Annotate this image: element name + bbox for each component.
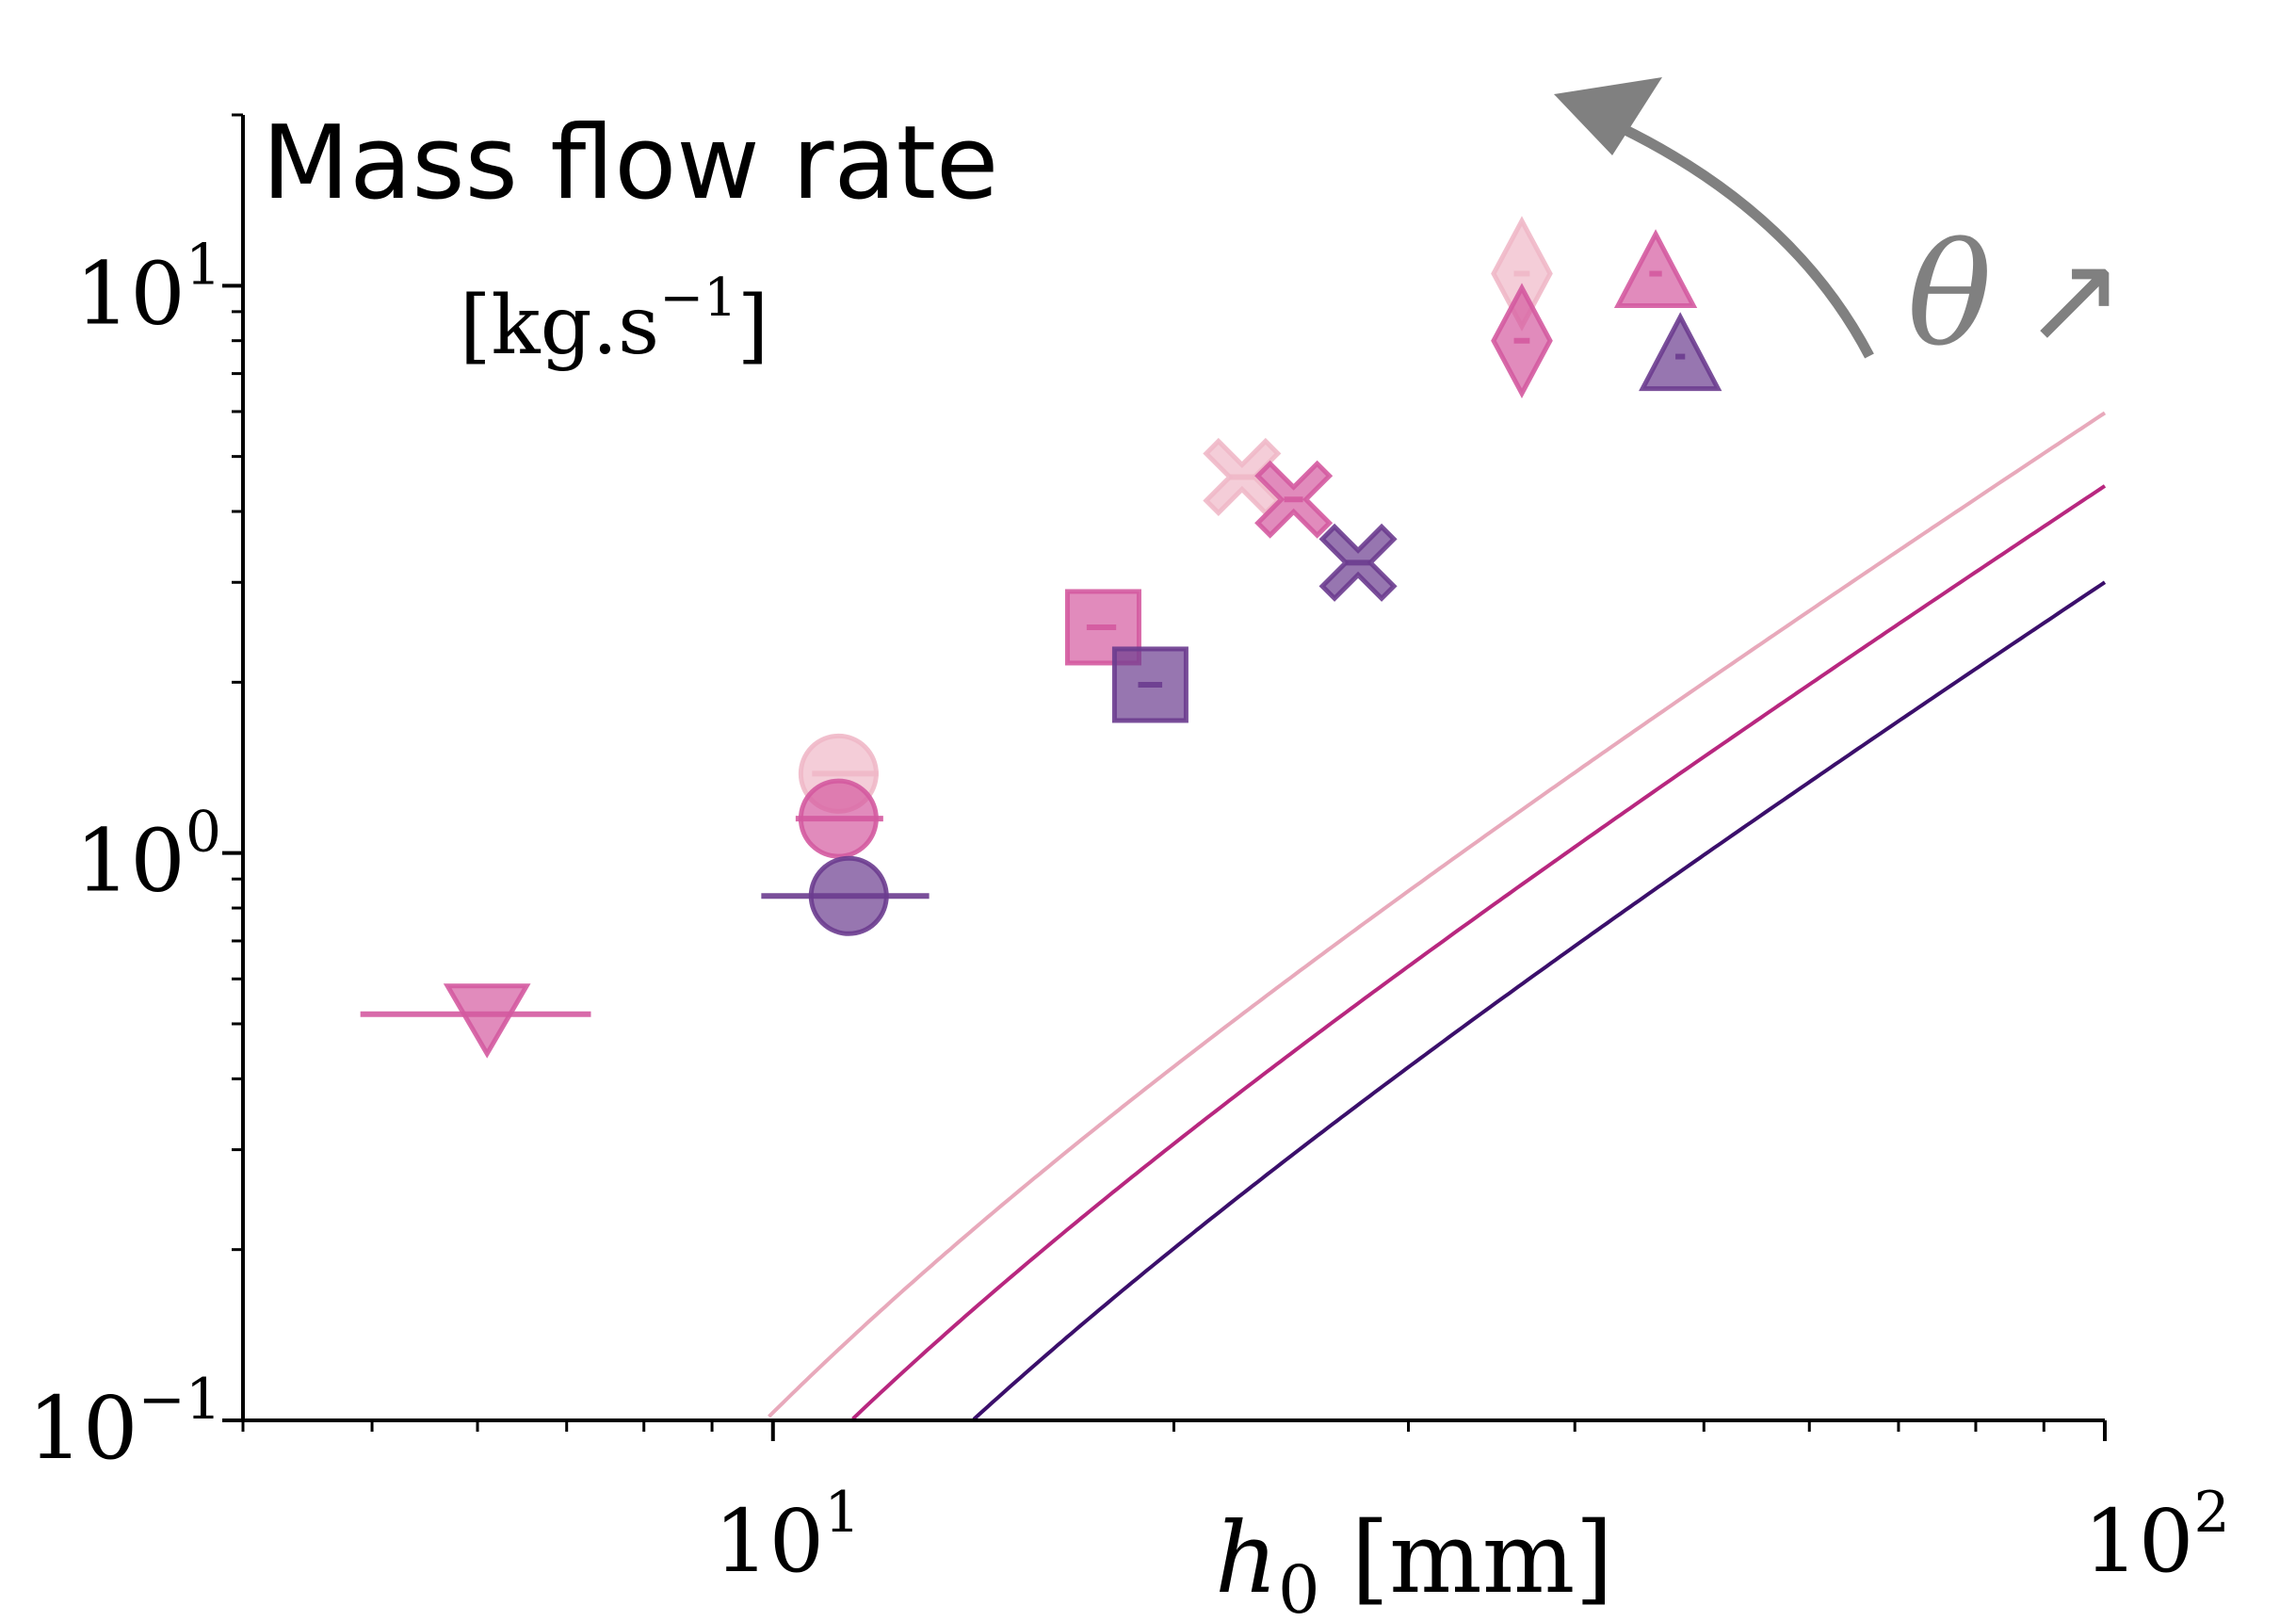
y-tick-label: 101: [75, 232, 221, 344]
marker-mid-x: [1254, 460, 1334, 539]
marker-mid-triangle_up: [1613, 229, 1698, 309]
theta-arrow-head: [1554, 77, 1662, 155]
marker-dark-x: [1318, 523, 1398, 602]
markers: [443, 216, 1722, 1059]
theta-increase-arrow: ↗: [2023, 227, 2126, 370]
marker-dark-square: [1111, 646, 1188, 723]
theta-annotation: θ ↗: [1554, 77, 2126, 378]
marker-mid-circle: [798, 778, 879, 859]
marker-dark-circle: [808, 855, 889, 936]
marker-mid-triangle_down: [443, 983, 531, 1059]
y-units: [kg.s−1]: [460, 267, 768, 373]
y-ticks: 10−1 100 101: [27, 113, 243, 1479]
fit-curve-mid: [851, 484, 2107, 1420]
fit-curve-light: [768, 411, 2107, 1418]
error-bars: [360, 270, 1686, 1017]
x-tick-label: 102: [2083, 1480, 2229, 1592]
x-axis-label: h0 [mm]: [1215, 1500, 1613, 1621]
y-tick-label: 10−1: [27, 1367, 221, 1479]
fit-curve-dark: [972, 580, 2107, 1421]
marker-dark-triangle_up: [1639, 312, 1722, 392]
chart-title: Mass flow rate: [262, 105, 998, 222]
theta-arrow-arc: [1617, 122, 1874, 359]
marker-mid-diamond: [1491, 283, 1553, 398]
axes: 101 102 10−1 100 101: [27, 113, 2230, 1592]
x-ticks: 101 102: [241, 1420, 2230, 1592]
theta-symbol: θ: [1907, 214, 1992, 378]
x-tick-label: 101: [714, 1480, 860, 1592]
y-tick-label: 100: [75, 800, 221, 912]
fit-curves: [768, 411, 2107, 1421]
